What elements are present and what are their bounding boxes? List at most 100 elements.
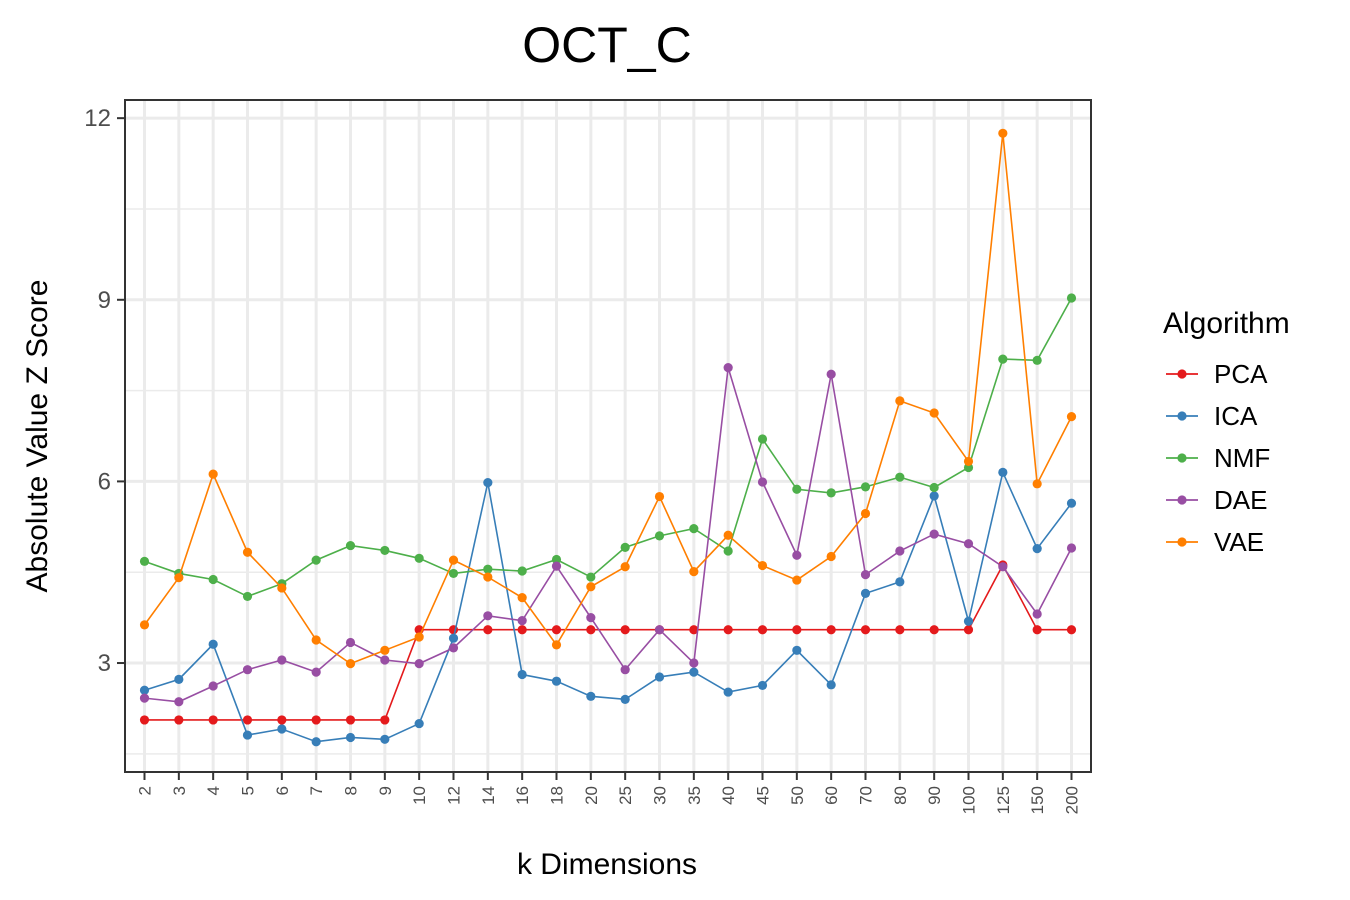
point-dae: [998, 562, 1008, 572]
point-ica: [1032, 544, 1042, 554]
point-vae: [757, 560, 768, 571]
point-pca: [826, 625, 836, 635]
point-nmf: [242, 591, 253, 602]
point-nmf: [860, 482, 871, 492]
point-ica: [723, 687, 733, 697]
point-nmf: [998, 354, 1008, 364]
point-pca: [586, 625, 596, 635]
legend-label-vae: VAE: [1214, 527, 1264, 557]
point-dae: [792, 550, 802, 560]
point-nmf: [208, 574, 218, 585]
point-ica: [620, 694, 630, 704]
point-pca: [1066, 625, 1077, 635]
point-ica: [208, 639, 218, 649]
point-dae: [586, 613, 596, 623]
x-tick-label: 12: [445, 786, 464, 805]
point-vae: [654, 491, 665, 502]
point-nmf: [654, 531, 665, 541]
point-nmf: [620, 542, 630, 552]
x-tick-label: 2: [136, 786, 155, 795]
point-ica: [860, 588, 871, 599]
point-vae: [551, 640, 562, 650]
x-tick-label: 4: [204, 786, 223, 795]
x-tick-label: 16: [513, 786, 532, 805]
point-dae: [1066, 543, 1077, 553]
point-vae: [689, 567, 699, 577]
point-nmf: [517, 566, 527, 576]
x-tick-label: 80: [891, 786, 910, 805]
x-tick-label: 6: [273, 786, 292, 795]
point-nmf: [723, 546, 733, 556]
point-ica: [929, 491, 939, 501]
point-nmf: [311, 555, 321, 565]
x-tick-label: 150: [1028, 786, 1047, 814]
point-vae: [792, 575, 802, 585]
point-vae: [620, 562, 630, 572]
point-dae: [1032, 609, 1042, 619]
point-nmf: [414, 553, 424, 563]
point-pca: [517, 625, 527, 635]
point-dae: [414, 659, 424, 669]
point-pca: [242, 715, 253, 725]
point-vae: [277, 583, 287, 593]
point-pca: [792, 625, 802, 635]
point-ica: [963, 616, 974, 626]
point-vae: [895, 396, 905, 406]
x-tick-label: 35: [685, 786, 704, 805]
series-line-pca: [144, 563, 1072, 721]
legend-label-nmf: NMF: [1214, 443, 1270, 473]
point-pca: [551, 625, 562, 635]
point-dae: [345, 637, 356, 648]
point-dae: [551, 561, 562, 571]
x-tick-label: 60: [822, 786, 841, 805]
point-vae: [723, 530, 733, 540]
point-dae: [311, 667, 321, 677]
series-line-nmf: [144, 297, 1073, 598]
point-ica: [414, 718, 424, 729]
x-tick-label: 70: [857, 786, 876, 805]
point-dae: [620, 665, 630, 675]
legend-key-point-dae: [1177, 495, 1187, 505]
point-pca: [139, 715, 150, 725]
point-pca: [963, 625, 974, 635]
point-nmf: [448, 568, 459, 579]
y-tick-label: 9: [98, 287, 111, 314]
point-dae: [483, 611, 493, 621]
x-tick-label: 45: [754, 786, 773, 805]
legend-key-point-vae: [1177, 537, 1187, 547]
point-pca: [1032, 625, 1042, 635]
point-nmf: [139, 556, 150, 566]
point-vae: [826, 551, 836, 562]
point-dae: [277, 655, 287, 665]
legend-key-point-ica: [1177, 411, 1187, 421]
legend: Algorithm PCA ICA NMF DAE VAE: [1163, 307, 1290, 557]
x-tick-label: 125: [994, 786, 1013, 814]
legend-key-point-nmf: [1177, 453, 1187, 463]
point-vae: [586, 582, 596, 592]
point-dae: [380, 655, 390, 665]
series-line-ica: [144, 469, 1073, 743]
y-tick-label: 12: [84, 105, 111, 132]
y-axis: 3 6 9 12: [84, 105, 125, 677]
legend-title: Algorithm: [1163, 307, 1290, 340]
point-nmf: [792, 484, 802, 494]
point-pca: [929, 625, 939, 635]
x-tick-label: 200: [1063, 786, 1082, 814]
x-tick-label: 30: [651, 786, 670, 805]
y-tick-label: 3: [98, 650, 111, 677]
chart-title: OCT_C: [522, 17, 691, 73]
point-ica: [586, 691, 596, 701]
x-tick-label: 3: [170, 786, 189, 795]
point-dae: [860, 570, 871, 580]
x-tick-label: 90: [925, 786, 944, 805]
point-ica: [174, 674, 184, 684]
point-dae: [929, 529, 939, 539]
x-tick-label: 18: [548, 786, 567, 805]
x-tick-label: 8: [342, 786, 361, 795]
point-pca: [311, 715, 321, 725]
legend-label-ica: ICA: [1214, 401, 1258, 431]
point-dae: [757, 477, 768, 487]
point-ica: [448, 633, 459, 643]
x-tick-label: 100: [960, 786, 979, 814]
point-vae: [139, 620, 150, 630]
